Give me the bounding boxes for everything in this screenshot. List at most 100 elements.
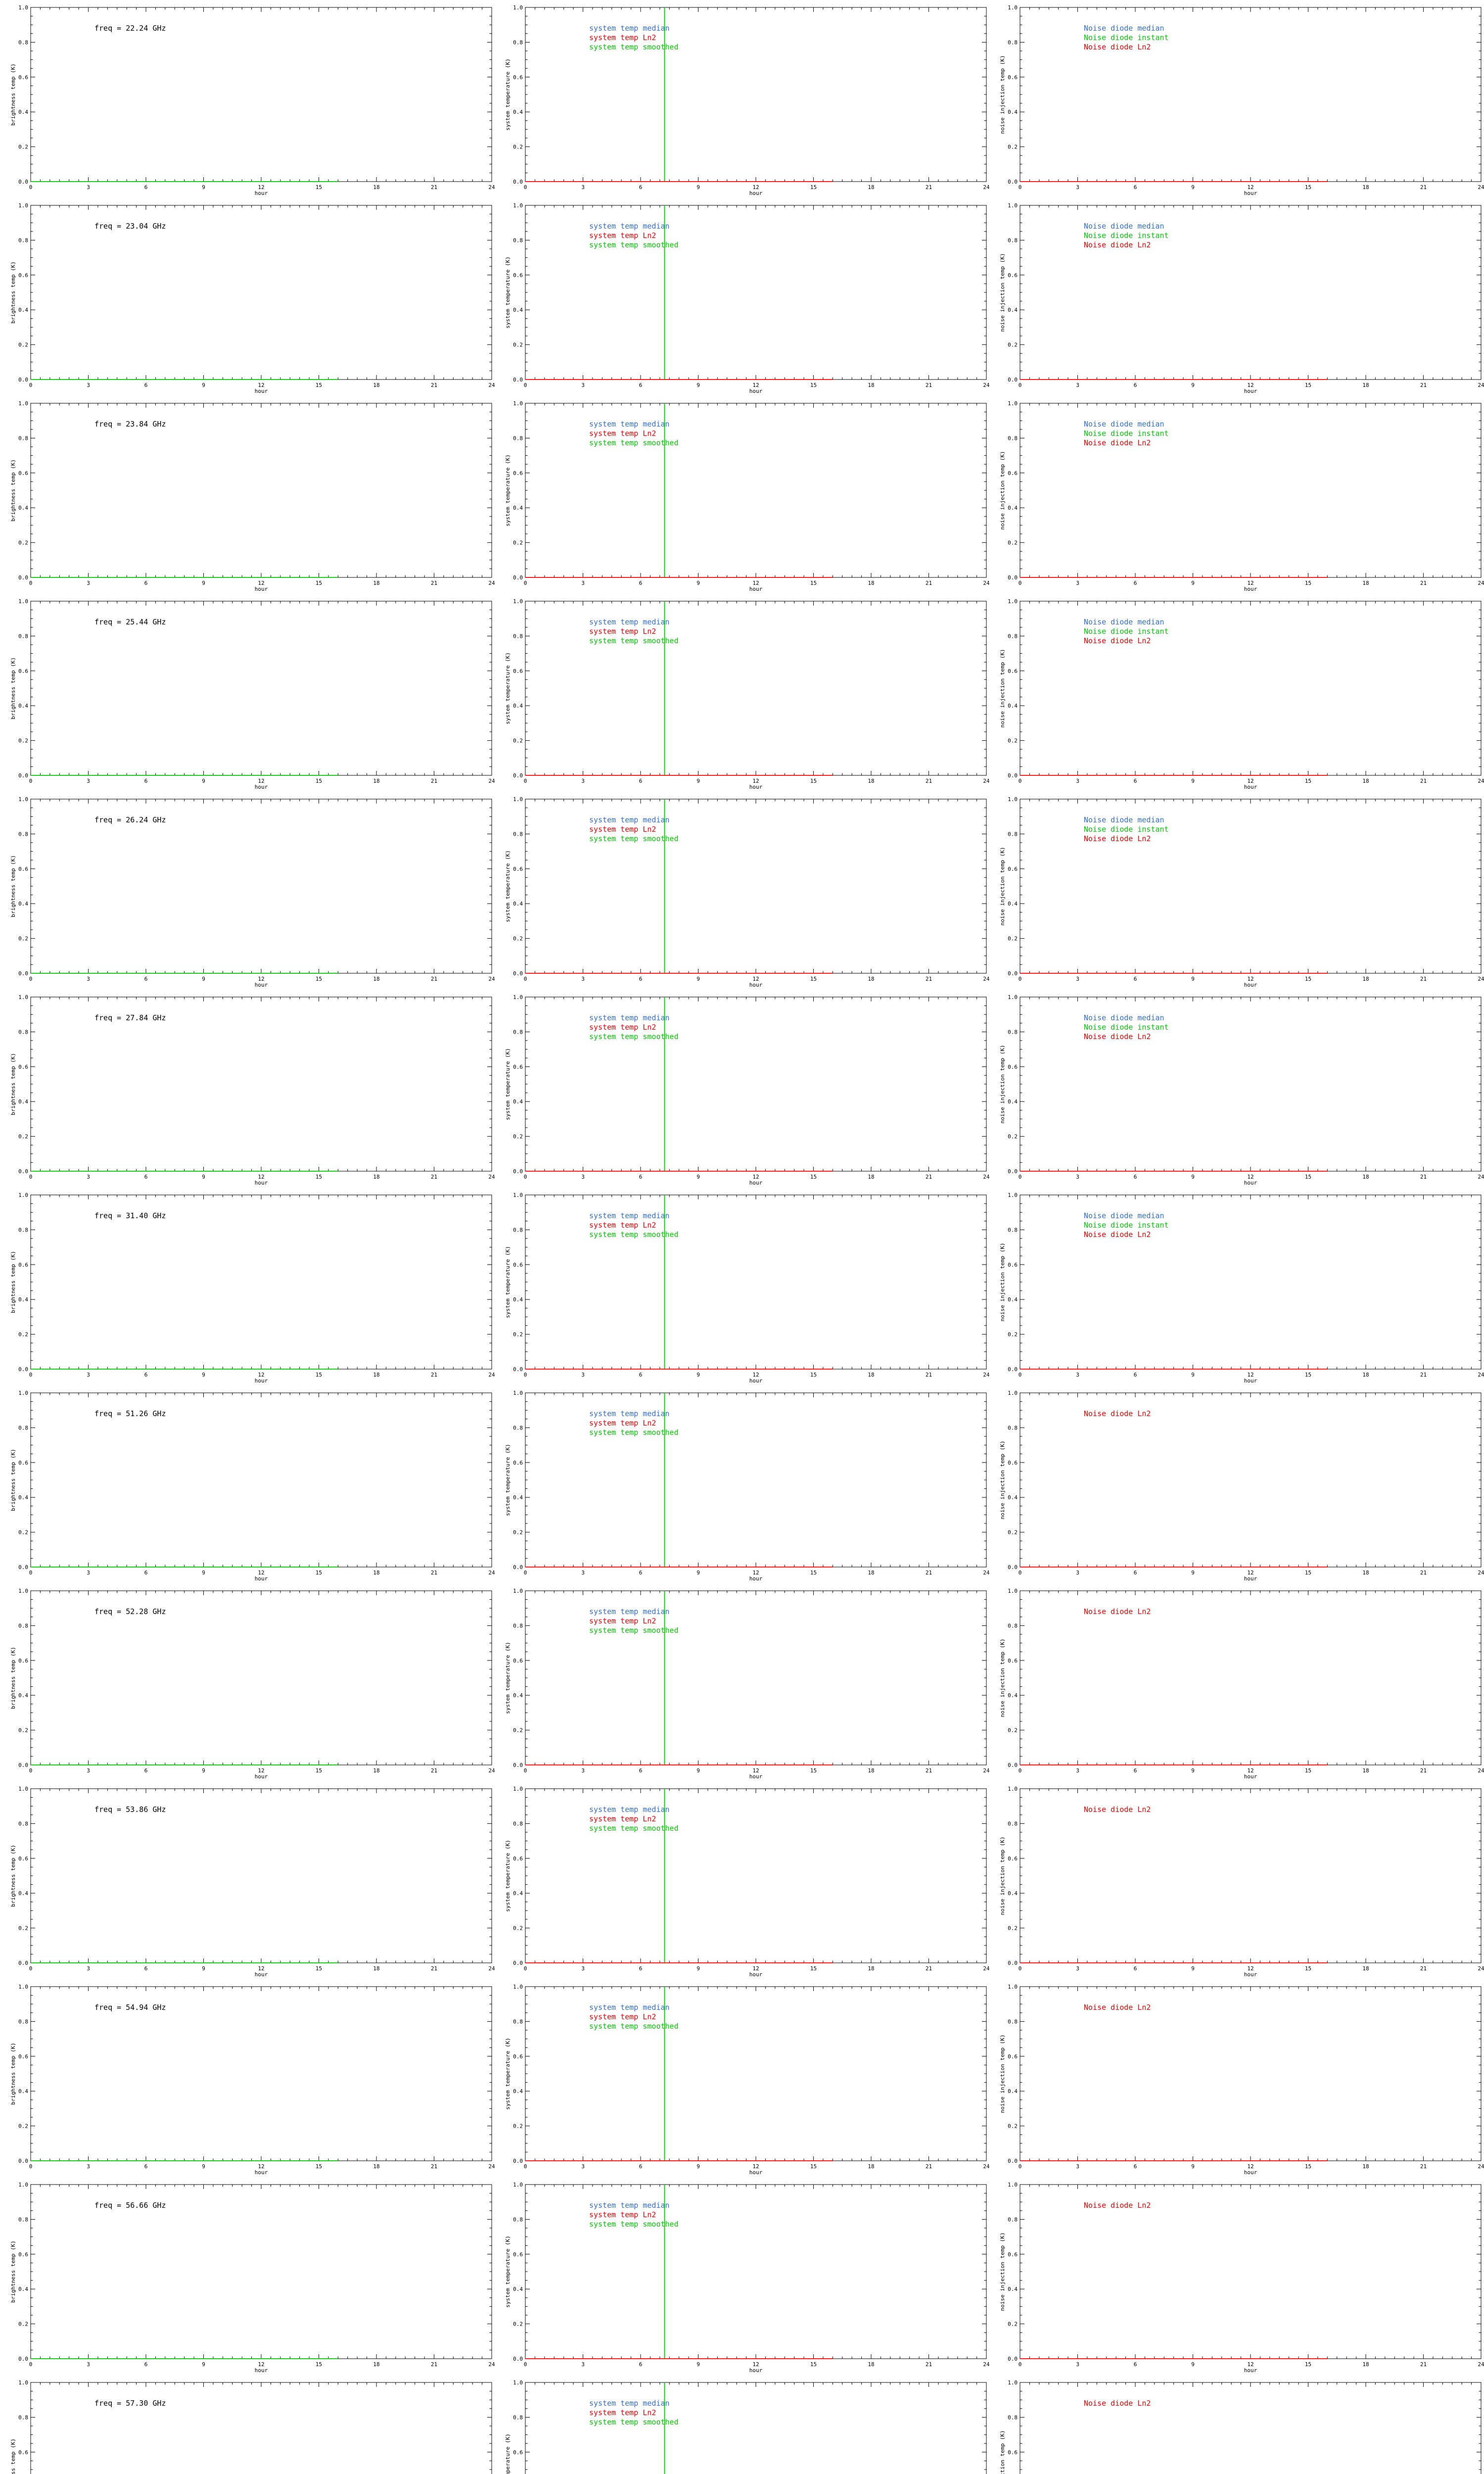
x-tick-label: 24 — [1478, 1767, 1484, 1774]
y-tick-label: 0.4 — [513, 901, 523, 907]
x-tick-label: 24 — [488, 2361, 495, 2368]
x-tick-label: 9 — [202, 1174, 205, 1180]
plot-cell-row11-brightness-temp: 0 3 6 9 12 15 18 21 24 0.0 0.2 0.4 0.6 0.8 1.0 hour brig… — [0, 1979, 495, 2177]
x-tick-label: 21 — [926, 778, 932, 784]
x-tick-label: 21 — [1420, 184, 1427, 190]
y-tick-label: 1.0 — [513, 2182, 523, 2188]
legend-entry: Noise diode Ln2 — [1084, 43, 1151, 51]
y-tick-label: 0.4 — [1008, 1692, 1018, 1699]
y-tick-label: 0.2 — [513, 342, 523, 348]
y-axis-label: brightness temp (K) — [10, 1251, 16, 1313]
y-tick-label: 0.2 — [1008, 1727, 1018, 1734]
y-tick-label: 0.2 — [18, 1134, 28, 1140]
x-tick-label: 3 — [581, 184, 585, 190]
y-axis-label: system temperature (K) — [505, 850, 511, 922]
x-tick-label: 6 — [144, 2361, 148, 2368]
x-tick-label: 15 — [316, 1767, 322, 1774]
x-tick-label: 6 — [144, 382, 148, 388]
brightness-temp-plot: 0 3 6 9 12 15 18 21 24 0.0 0.2 0.4 0.6 0.8 1.0 hour brig… — [10, 1786, 495, 1978]
x-axis-label: hour — [1244, 1971, 1257, 1978]
x-tick-label: 15 — [1305, 1372, 1311, 1378]
x-tick-label: 21 — [431, 976, 437, 982]
x-tick-label: 24 — [983, 1174, 989, 1180]
freq-label: freq = 23.84 GHz — [94, 420, 166, 428]
x-tick-label: 9 — [202, 1767, 205, 1774]
x-tick-label: 15 — [316, 382, 322, 388]
x-tick-label: 21 — [1420, 1372, 1427, 1378]
x-axis-label: hour — [255, 1378, 268, 1384]
y-tick-label: 0.6 — [1008, 1262, 1018, 1268]
x-tick-label: 15 — [316, 184, 322, 190]
x-tick-label: 24 — [983, 1570, 989, 1576]
y-tick-label: 0.8 — [513, 633, 523, 639]
y-tick-label: 0.4 — [18, 2088, 28, 2094]
y-tick-label: 1.0 — [1008, 994, 1018, 1000]
legend-entry: Noise diode Ln2 — [1084, 2003, 1151, 2012]
x-tick-label: 0 — [524, 2361, 527, 2368]
plot-cell-row5-system-temperature: 0 3 6 9 12 15 18 21 24 0.0 0.2 0.4 0.6 0.8 1.0 hour syst… — [495, 792, 990, 990]
y-tick-label: 0.0 — [1008, 1168, 1018, 1175]
system-temperature-plot: 036912151821240.00.20.40.60.81.0hoursyst… — [505, 2379, 987, 2474]
y-tick-label: 0.6 — [513, 668, 523, 674]
legend-entry: system temp Ln2 — [589, 1814, 656, 1823]
x-tick-label: 3 — [581, 778, 585, 784]
y-axis-label: system temperature (K) — [505, 2236, 511, 2308]
y-tick-label: 0.6 — [1008, 2449, 1018, 2456]
legend-entry: system temp median — [589, 1211, 670, 1220]
plot-frame — [30, 997, 492, 1172]
y-tick-label: 0.2 — [18, 144, 28, 150]
y-tick-label: 0.2 — [513, 1332, 523, 1338]
plot-frame — [1020, 1986, 1482, 2161]
y-tick-label: 1.0 — [1008, 1786, 1018, 1792]
plot-frame — [30, 1194, 492, 1370]
y-axis-label: system temperature (K) — [505, 652, 511, 724]
axis-ticks — [1020, 2382, 1482, 2470]
x-tick-label: 9 — [696, 1965, 700, 1972]
axis-ticks — [1020, 7, 1482, 182]
x-tick-label: 12 — [752, 778, 759, 784]
y-tick-label: 0.4 — [18, 109, 28, 115]
y-tick-label: 0.0 — [18, 772, 28, 779]
y-tick-label: 0.4 — [18, 1494, 28, 1501]
x-tick-label: 21 — [431, 1174, 437, 1180]
legend-entry: system temp Ln2 — [589, 1419, 656, 1427]
x-tick-label: 0 — [524, 1767, 527, 1774]
y-tick-label: 0.0 — [513, 970, 523, 977]
x-tick-label: 24 — [983, 382, 989, 388]
noise-injection-temp-plot: 0 3 6 9 12 15 18 21 24 0.0 0.2 0.4 0.6 0.8 1.0 hour nois… — [999, 994, 1484, 1186]
axis-ticks — [30, 1986, 492, 2161]
x-tick-label: 24 — [1478, 2163, 1484, 2170]
y-tick-label: 0.4 — [1008, 109, 1018, 115]
y-tick-label: 0.2 — [1008, 540, 1018, 546]
y-tick-label: 0.0 — [513, 1168, 523, 1175]
y-tick-label: 1.0 — [18, 1588, 28, 1594]
axis-ticks — [30, 7, 492, 182]
axis-ticks — [1020, 1194, 1482, 1370]
y-tick-label: 0.4 — [18, 1890, 28, 1897]
legend-entry: system temp smoothed — [589, 2418, 679, 2426]
x-tick-label: 21 — [1420, 2163, 1427, 2170]
x-tick-label: 6 — [639, 1372, 643, 1378]
y-tick-label: 1.0 — [18, 1192, 28, 1198]
y-tick-label: 1.0 — [18, 202, 28, 209]
x-axis-label: hour — [749, 1971, 763, 1978]
y-axis-label: noise injection temp (K) — [999, 649, 1006, 728]
x-tick-label: 12 — [752, 580, 759, 586]
y-tick-label: 0.0 — [18, 1366, 28, 1373]
y-tick-label: 1.0 — [513, 598, 523, 605]
y-tick-label: 0.6 — [1008, 470, 1018, 476]
plot-cell-row13-system-temperature: 036912151821240.00.20.40.60.81.0hoursyst… — [495, 2375, 989, 2474]
x-axis-label: hour — [1244, 1378, 1257, 1384]
x-tick-label: 24 — [1478, 1372, 1484, 1378]
legend-entry: system temp Ln2 — [589, 1023, 656, 1032]
x-tick-label: 3 — [1076, 1372, 1079, 1378]
y-tick-label: 0.6 — [513, 1064, 523, 1070]
x-tick-label: 24 — [488, 1570, 495, 1576]
y-tick-label: 0.6 — [18, 74, 28, 81]
x-tick-label: 15 — [316, 1372, 322, 1378]
axis-ticks — [1020, 997, 1482, 1172]
x-tick-label: 18 — [373, 382, 379, 388]
x-tick-label: 6 — [639, 1767, 643, 1774]
plot-frame — [30, 799, 492, 974]
